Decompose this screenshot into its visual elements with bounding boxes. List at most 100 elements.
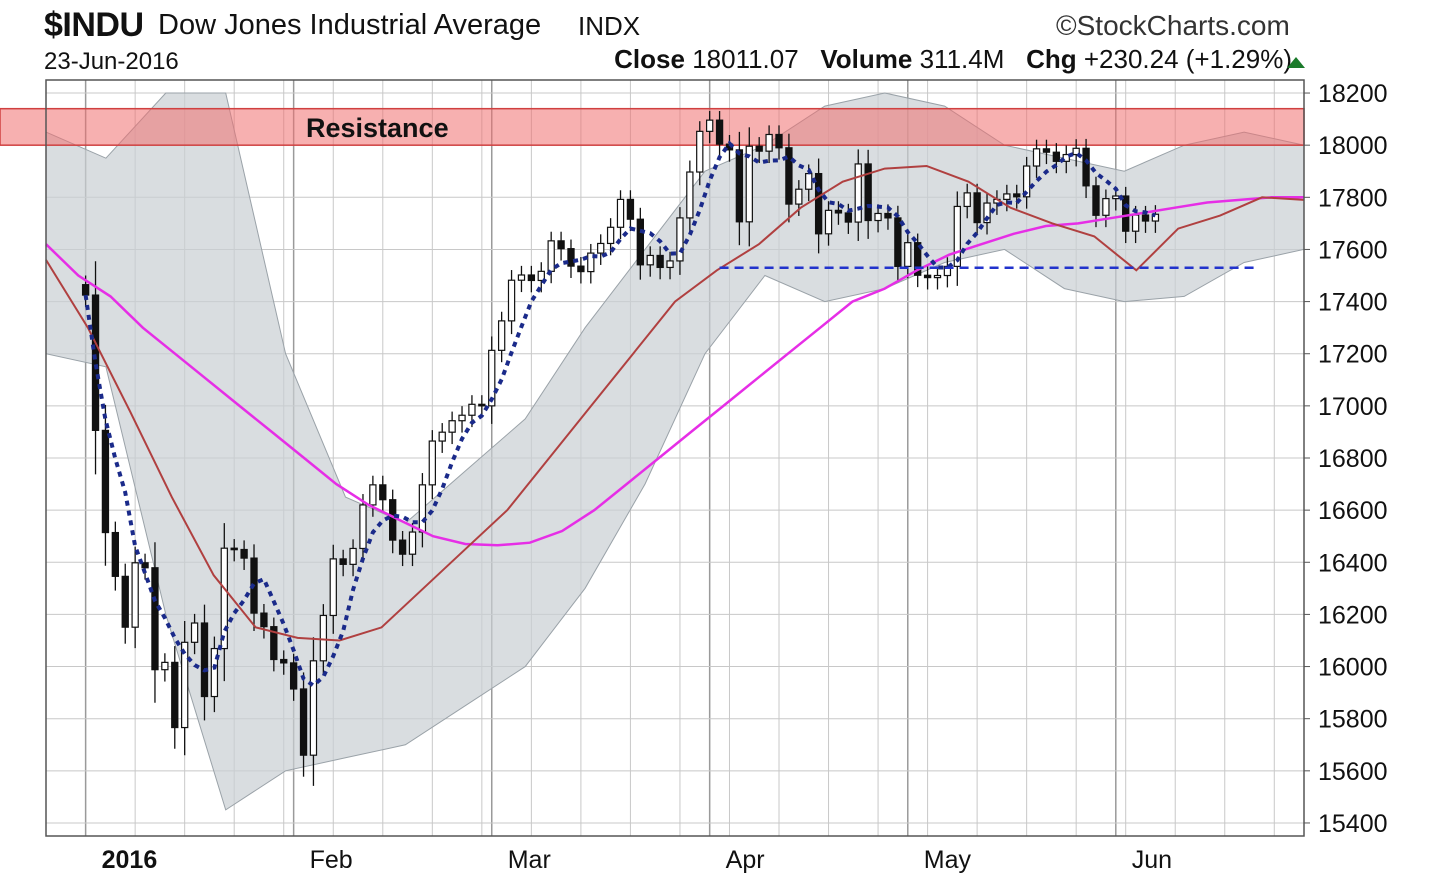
candle-body — [864, 163, 872, 222]
candle-body — [1102, 198, 1110, 216]
candle-body — [458, 414, 466, 422]
candle-body — [527, 274, 536, 282]
candle — [953, 191, 961, 286]
volume-label: Volume — [820, 44, 913, 74]
y-tick-label: 17400 — [1318, 289, 1388, 317]
candle-body — [626, 198, 635, 220]
x-axis: 2016 Feb Mar Apr May Jun — [102, 846, 1172, 874]
candle-body — [824, 209, 833, 235]
candle — [339, 549, 347, 577]
candle-body — [181, 641, 189, 729]
candle — [983, 193, 991, 235]
date-label: 23-Jun-2016 — [44, 48, 179, 75]
candle-body — [1092, 185, 1100, 216]
candle — [616, 190, 625, 240]
candle-body — [230, 547, 238, 551]
candle — [755, 137, 763, 164]
candle — [280, 650, 288, 675]
candle — [517, 265, 526, 293]
chart-header: $INDU Dow Jones Industrial Average INDX … — [0, 0, 1444, 80]
candle-body — [894, 217, 902, 267]
candle — [111, 521, 120, 591]
resistance-rect — [0, 107, 1305, 146]
candle — [686, 160, 694, 233]
candle-body — [666, 260, 674, 269]
candle — [408, 522, 417, 567]
candle-body — [805, 172, 813, 190]
candle-body — [844, 212, 853, 223]
candle-body — [705, 119, 714, 132]
candle — [696, 121, 704, 186]
candle-body — [963, 192, 971, 208]
candle-body — [1112, 195, 1120, 200]
candle — [715, 111, 724, 156]
candle-body — [1013, 193, 1021, 198]
candle-body — [1032, 148, 1041, 167]
candle — [646, 246, 654, 277]
candle-body — [1072, 147, 1080, 156]
candle-body — [1122, 195, 1130, 232]
candle-body — [1131, 214, 1140, 232]
candle — [904, 233, 912, 279]
candle-body — [478, 403, 486, 407]
candle — [1003, 184, 1011, 212]
candle-body — [735, 149, 744, 223]
candle — [894, 205, 902, 283]
candle-body — [755, 145, 763, 152]
candle-body — [507, 279, 516, 322]
candle-body — [1052, 151, 1061, 162]
candle-body — [923, 274, 932, 279]
y-tick-label: 17800 — [1318, 184, 1388, 212]
candle — [537, 262, 545, 293]
candle — [1013, 184, 1021, 209]
candle — [270, 617, 278, 672]
candle — [1052, 143, 1061, 174]
candle-body — [577, 265, 585, 273]
candle-body — [210, 647, 219, 698]
close-label: Close — [614, 44, 685, 74]
candle — [636, 207, 645, 280]
candle — [299, 672, 308, 777]
candle-body — [220, 547, 228, 650]
candle — [973, 183, 981, 235]
candle-body — [190, 622, 199, 643]
candle-body — [329, 558, 337, 617]
candle-body — [587, 252, 595, 273]
candle — [834, 201, 843, 225]
symbol-label: $INDU — [44, 6, 144, 44]
up-arrow-icon — [1287, 57, 1305, 68]
candle-body — [359, 504, 367, 550]
candle-body — [121, 575, 129, 628]
candle — [220, 523, 228, 682]
candle — [171, 646, 179, 749]
candle — [666, 251, 674, 280]
candle — [369, 475, 377, 517]
candle-body — [597, 242, 605, 254]
ma50-line — [45, 196, 1304, 547]
candle-body — [715, 119, 724, 145]
candle — [151, 542, 159, 703]
candle-body — [270, 626, 278, 661]
candle — [428, 430, 436, 500]
candle — [329, 544, 337, 634]
candle-body — [1003, 193, 1011, 200]
candle — [824, 201, 833, 246]
candle — [141, 553, 149, 580]
index-name: Dow Jones Industrial Average — [158, 9, 542, 41]
candle-body — [537, 270, 545, 282]
exchange-label: INDX — [578, 11, 641, 41]
candle-body — [497, 320, 506, 351]
candle-body — [488, 349, 496, 407]
candle-body — [943, 265, 952, 277]
candle-body — [636, 218, 645, 266]
candle-body — [91, 294, 100, 431]
candle — [359, 494, 367, 563]
candle — [379, 475, 387, 512]
candle-body — [874, 212, 882, 222]
candle-body — [131, 562, 139, 628]
candle-body — [973, 192, 981, 224]
candle-body — [517, 274, 526, 281]
candle-body — [398, 539, 407, 555]
candle — [963, 183, 971, 219]
